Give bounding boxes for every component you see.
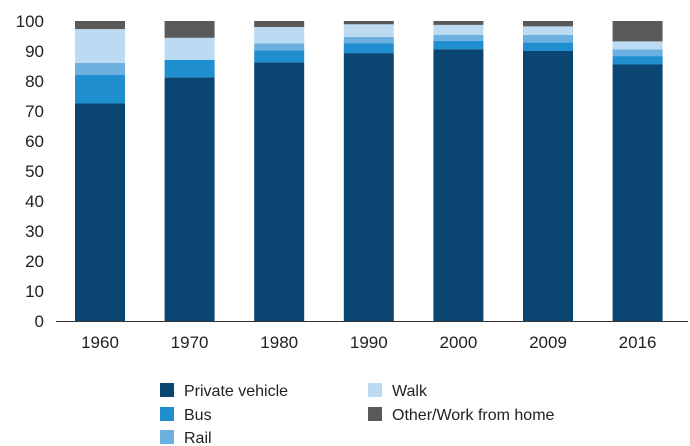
y-tick-label: 40 <box>25 192 44 211</box>
bar-segment <box>343 36 394 44</box>
bar-segment <box>254 43 305 51</box>
bar-segment <box>343 21 394 25</box>
x-axis-ticks: 1960 1970 1980 1990 2000 2009 2016 <box>81 333 656 352</box>
bar-segment <box>612 21 663 42</box>
bar-segment <box>433 40 484 50</box>
bar-segment <box>343 53 394 321</box>
y-tick-label: 50 <box>25 162 44 181</box>
x-tick-label: 2016 <box>619 333 657 352</box>
x-tick-label: 1970 <box>171 333 209 352</box>
y-tick-label: 70 <box>25 102 44 121</box>
bar-segment <box>164 37 215 60</box>
legend-label: Rail <box>184 430 212 446</box>
bar-segment <box>75 103 125 321</box>
y-tick-label: 10 <box>25 282 44 301</box>
bar-segment <box>612 49 663 57</box>
y-tick-label: 80 <box>25 72 44 91</box>
bar-segment <box>433 24 484 35</box>
bar-segment <box>343 24 394 37</box>
bar-segment <box>433 34 484 41</box>
legend-swatch <box>160 407 174 421</box>
bar-segment <box>523 42 573 51</box>
bar-segment <box>523 51 573 321</box>
legend-swatch <box>368 407 382 421</box>
x-tick-label: 1990 <box>350 333 388 352</box>
bar-segment <box>523 34 573 43</box>
x-tick-label: 2009 <box>529 333 567 352</box>
y-tick-label: 20 <box>25 252 44 271</box>
bar-segment <box>433 21 484 25</box>
bar-segment <box>164 60 215 78</box>
legend-label: Bus <box>184 407 212 424</box>
x-tick-label: 1980 <box>260 333 298 352</box>
legend-swatch <box>160 430 174 444</box>
bar-segment <box>75 29 125 64</box>
legend-swatch <box>368 383 382 397</box>
bar-segment <box>254 21 305 27</box>
legend-label: Other/Work from home <box>392 407 555 424</box>
legend: Private vehicle Bus Rail Walk Other/Work fro… <box>160 383 555 446</box>
bars <box>75 21 663 322</box>
x-tick-label: 1960 <box>81 333 119 352</box>
bar-segment <box>75 21 125 30</box>
y-tick-label: 60 <box>25 132 44 151</box>
bar-segment <box>164 77 215 322</box>
bar-segment <box>433 49 484 321</box>
bar-segment <box>254 27 305 44</box>
bar-segment <box>254 62 305 322</box>
bar-segment <box>523 21 573 27</box>
y-tick-label: 0 <box>35 312 44 331</box>
y-axis-ticks: 0 10 20 30 40 50 60 70 80 90 100 <box>16 12 44 331</box>
legend-label: Private vehicle <box>184 383 288 400</box>
x-tick-label: 2000 <box>439 333 477 352</box>
bar-segment <box>75 63 125 75</box>
bar-segment <box>523 26 573 35</box>
bar-segment <box>612 56 663 65</box>
y-tick-label: 100 <box>16 12 44 31</box>
y-tick-label: 90 <box>25 42 44 61</box>
y-tick-label: 30 <box>25 222 44 241</box>
legend-swatch <box>160 383 174 397</box>
bar-segment <box>612 64 663 321</box>
bar-segment <box>75 75 125 104</box>
legend-label: Walk <box>392 383 428 400</box>
bar-segment <box>612 41 663 50</box>
bar-segment <box>254 50 305 63</box>
bar-segment <box>343 43 394 54</box>
bar-segment <box>164 21 215 38</box>
